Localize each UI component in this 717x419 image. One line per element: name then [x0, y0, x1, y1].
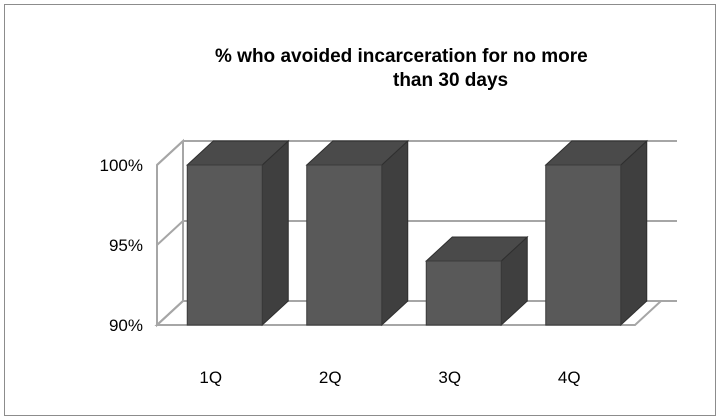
- gridline-side-2: [156, 140, 184, 166]
- gridline-side-0: [156, 300, 184, 326]
- bar-chart-plot: 90% 95% 100% 1Q 2Q 3Q 4Q: [100, 138, 677, 387]
- y-tick-label: 95%: [109, 236, 143, 255]
- bar-3Q: [425, 260, 502, 326]
- bar-4Q: [545, 164, 622, 326]
- bar-1Q: [186, 164, 263, 326]
- x-tick-label: 1Q: [199, 368, 222, 387]
- bar-side-2Q: [381, 139, 409, 327]
- chart-title-line1: % who avoided incarceration for no more: [215, 46, 588, 67]
- chart-frame: % who avoided incarceration for no more …: [4, 4, 716, 416]
- x-tick-label: 4Q: [558, 368, 581, 387]
- y-tick-label: 100%: [100, 156, 143, 175]
- chart-title-line2: than 30 days: [393, 70, 509, 91]
- x-tick-label: 2Q: [319, 368, 342, 387]
- y-tick-label: 90%: [109, 316, 143, 335]
- chart-title: % who avoided incarceration for no more …: [5, 45, 715, 93]
- bar-side-1Q: [261, 139, 289, 327]
- x-tick-label: 3Q: [438, 368, 461, 387]
- bar-2Q: [306, 164, 383, 326]
- gridline-side-1: [156, 220, 184, 246]
- bar-side-4Q: [620, 139, 648, 327]
